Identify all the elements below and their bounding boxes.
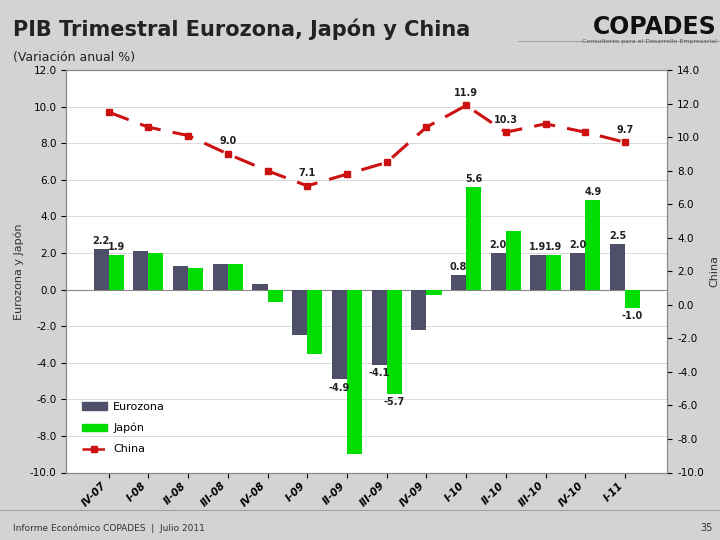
Text: COPADES: COPADES (593, 15, 716, 39)
Bar (332, 289, 347, 379)
Text: 1.9: 1.9 (107, 241, 125, 252)
Bar (372, 289, 387, 364)
Bar (212, 264, 228, 289)
Text: 9.7: 9.7 (616, 125, 634, 135)
Bar (506, 231, 521, 289)
Text: 10.3: 10.3 (494, 114, 518, 125)
Bar (387, 289, 402, 394)
Text: 1.9: 1.9 (529, 241, 546, 252)
Text: 11.9: 11.9 (454, 88, 478, 98)
Text: -4.1: -4.1 (369, 368, 390, 378)
Bar (148, 253, 163, 289)
Bar (466, 187, 481, 289)
Text: 2.5: 2.5 (609, 231, 626, 241)
Text: -1.0: -1.0 (622, 311, 643, 321)
Bar (188, 268, 203, 289)
Bar (133, 251, 148, 289)
Text: Consultores para el Desarrollo Empresarial: Consultores para el Desarrollo Empresari… (582, 39, 716, 44)
Text: 4.9: 4.9 (584, 187, 601, 197)
Bar (292, 289, 307, 335)
Text: PIB Trimestral Eurozona, Japón y China: PIB Trimestral Eurozona, Japón y China (13, 19, 470, 40)
Text: 5.6: 5.6 (465, 174, 482, 184)
Text: 2.2: 2.2 (92, 236, 109, 246)
Bar (347, 289, 362, 454)
Bar (546, 255, 561, 289)
Text: 9.0: 9.0 (219, 137, 236, 146)
Y-axis label: China: China (709, 255, 719, 287)
Bar (451, 275, 466, 289)
Bar (411, 289, 426, 330)
Text: -4.9: -4.9 (329, 382, 350, 393)
Legend: Eurozona, Japón, China: Eurozona, Japón, China (78, 397, 170, 459)
Bar (268, 289, 283, 302)
Text: 1.9: 1.9 (544, 241, 562, 252)
Bar (228, 264, 243, 289)
Text: -5.7: -5.7 (384, 397, 405, 407)
Text: (Variación anual %): (Variación anual %) (13, 51, 135, 64)
Bar (426, 289, 441, 295)
Bar (173, 266, 188, 289)
Bar (585, 200, 600, 289)
Bar (94, 249, 109, 289)
Bar (570, 253, 585, 289)
Y-axis label: Eurozona y Japón: Eurozona y Japón (14, 223, 24, 320)
Text: 35: 35 (701, 523, 713, 533)
Bar (625, 289, 640, 308)
Text: 0.8: 0.8 (450, 262, 467, 272)
Bar (253, 284, 268, 289)
Bar (307, 289, 323, 354)
Text: 2.0: 2.0 (569, 240, 586, 250)
Text: 2.0: 2.0 (490, 240, 507, 250)
Bar (491, 253, 506, 289)
Bar (109, 255, 124, 289)
Bar (531, 255, 546, 289)
Text: Informe Económico COPADES  |  Julio 2011: Informe Económico COPADES | Julio 2011 (13, 523, 204, 533)
Bar (610, 244, 625, 289)
Text: 7.1: 7.1 (299, 168, 316, 178)
